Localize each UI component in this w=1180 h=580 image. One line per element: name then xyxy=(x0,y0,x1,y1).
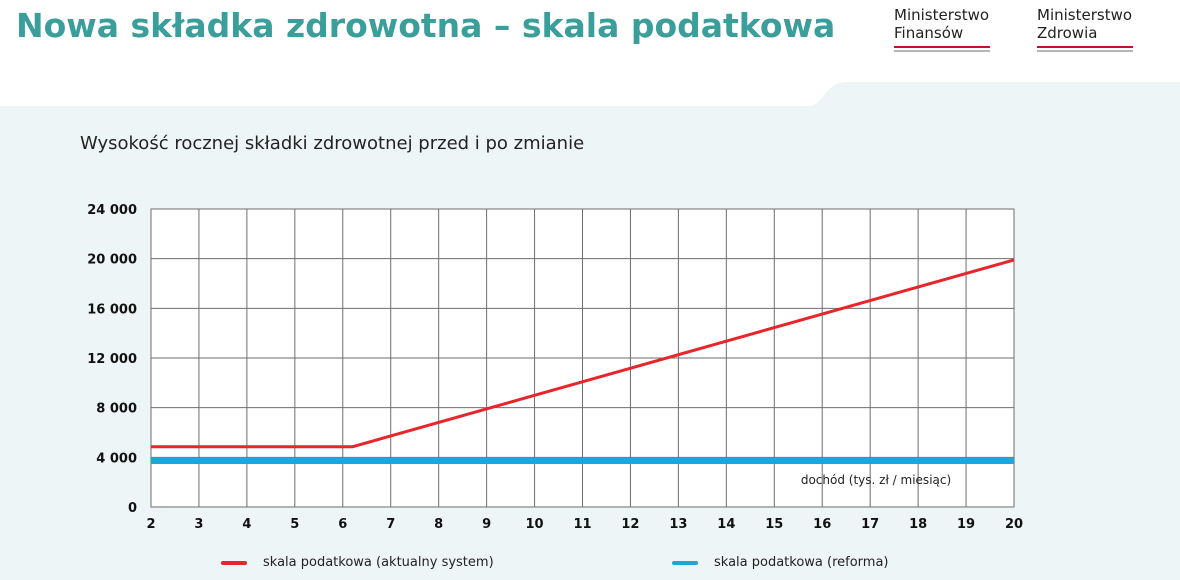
x-tick-label: 8 xyxy=(434,517,443,532)
x-tick-label: 4 xyxy=(242,517,251,532)
x-tick-label: 13 xyxy=(669,517,687,532)
legend-label: skala podatkowa (reforma) xyxy=(714,555,889,570)
legend-item-current-system: skala podatkowa (aktualny system) xyxy=(221,555,494,570)
x-tick-label: 6 xyxy=(338,517,347,532)
x-tick-label: 9 xyxy=(482,517,491,532)
legend-item-reform: skala podatkowa (reforma) xyxy=(672,555,889,570)
logo-line-2: Zdrowia xyxy=(1037,24,1098,42)
x-tick-label: 17 xyxy=(861,517,879,532)
y-tick-label: 24 000 xyxy=(87,203,137,218)
x-tick-label: 20 xyxy=(1005,517,1023,532)
legend-label: skala podatkowa (aktualny system) xyxy=(263,555,494,570)
x-tick-label: 16 xyxy=(813,517,831,532)
logo-line-1: Ministerstwo xyxy=(894,6,990,24)
series-line-current-system xyxy=(151,258,1015,449)
legend-swatch-blue xyxy=(672,560,698,565)
x-axis-label: dochód (tys. zł / miesiąc) xyxy=(801,473,951,487)
chart-grid xyxy=(150,208,1015,508)
x-tick-label: 12 xyxy=(621,517,639,532)
page-title: Nowa składka zdrowotna – skala podatkowa xyxy=(16,6,836,45)
y-tick-label: 20 000 xyxy=(87,253,137,268)
x-tick-label: 3 xyxy=(194,517,203,532)
y-tick-label: 12 000 xyxy=(87,352,137,367)
plot-border xyxy=(150,208,1015,508)
x-tick-label: 19 xyxy=(957,517,975,532)
x-tick-label: 7 xyxy=(386,517,395,532)
logo-line-1: Ministerstwo xyxy=(1037,6,1133,24)
y-axis-tick-labels: 0 4 000 8 000 12 000 16 000 20 000 24 000 xyxy=(87,203,137,516)
x-axis-tick-labels: 2 3 4 5 6 7 8 9 10 11 12 13 14 15 16 17 18 19 20 xyxy=(146,517,1023,532)
x-tick-label: 14 xyxy=(717,517,735,532)
x-tick-label: 10 xyxy=(526,517,544,532)
y-tick-label: 8 000 xyxy=(96,402,137,417)
x-tick-label: 15 xyxy=(765,517,783,532)
legend-swatch-red xyxy=(221,560,247,565)
chart-title: Wysokość rocznej składki zdrowotnej prze… xyxy=(80,133,585,154)
x-tick-label: 5 xyxy=(290,517,299,532)
y-tick-label: 4 000 xyxy=(96,451,137,466)
y-tick-label: 16 000 xyxy=(87,302,137,317)
ministry-of-finance-logo: Ministerstwo Finansów xyxy=(894,6,994,52)
y-tick-label: 0 xyxy=(128,501,137,516)
logo-flag-stripes xyxy=(894,46,990,52)
x-tick-label: 18 xyxy=(909,517,927,532)
chart-series xyxy=(151,258,1015,465)
x-tick-label: 11 xyxy=(573,517,591,532)
x-tick-label: 2 xyxy=(146,517,155,532)
logo-flag-stripes xyxy=(1037,46,1133,52)
ministry-of-health-logo: Ministerstwo Zdrowia xyxy=(1037,6,1137,52)
logo-line-2: Finansów xyxy=(894,24,964,42)
